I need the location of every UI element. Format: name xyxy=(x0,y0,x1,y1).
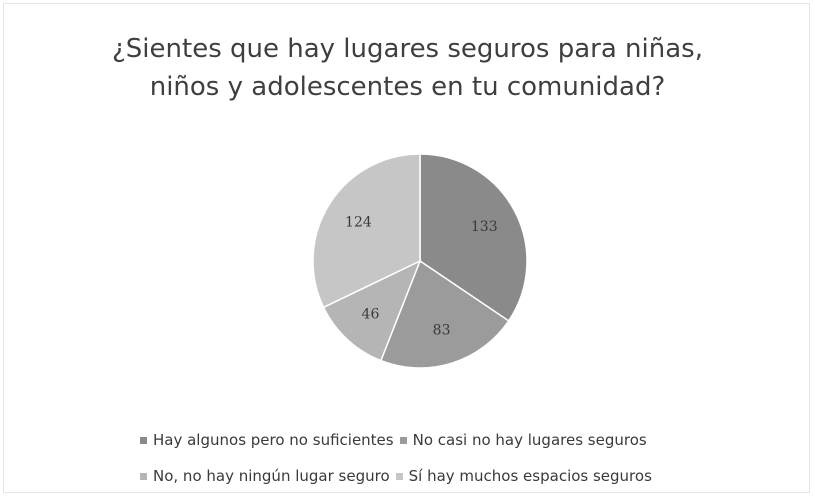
legend-label: Hay algunos pero no suficientes xyxy=(153,431,394,449)
data-label: 83 xyxy=(433,322,451,338)
data-label: 46 xyxy=(362,306,380,322)
legend-item-no-ningun: No, no hay ningún lugar seguro xyxy=(140,467,390,485)
legend-row: Hay algunos pero no suficientes No casi … xyxy=(140,422,760,458)
pie-slice xyxy=(322,259,422,362)
chart-title-line-1: ¿Sientes que hay lugares seguros para ni… xyxy=(112,34,703,64)
legend-swatch xyxy=(399,436,407,444)
legend-label: No casi no hay lugares seguros xyxy=(412,431,647,449)
legend-row: No, no hay ningún lugar seguro Sí hay mu… xyxy=(140,458,760,494)
legend-label: Sí hay muchos espacios seguros xyxy=(408,467,652,485)
pie-slice xyxy=(379,259,510,369)
data-label: 124 xyxy=(345,214,372,230)
pie-slice xyxy=(312,153,421,309)
legend-swatch xyxy=(140,436,147,444)
legend-item-hay-algunos: Hay algunos pero no suficientes xyxy=(140,431,394,449)
chart-title-line-2: niños y adolescentes en tu comunidad? xyxy=(149,72,666,102)
legend-swatch xyxy=(395,472,403,480)
data-label: 133 xyxy=(471,219,498,235)
legend-item-no-casi: No casi no hay lugares seguros xyxy=(399,431,647,449)
legend-label: No, no hay ningún lugar seguro xyxy=(153,467,390,485)
legend-item-si-hay: Sí hay muchos espacios seguros xyxy=(395,467,652,485)
pie-slice xyxy=(419,153,528,322)
legend-swatch xyxy=(140,472,147,480)
chart-title: ¿Sientes que hay lugares seguros para ni… xyxy=(0,30,815,106)
chart-legend: Hay algunos pero no suficientes No casi … xyxy=(140,422,760,494)
